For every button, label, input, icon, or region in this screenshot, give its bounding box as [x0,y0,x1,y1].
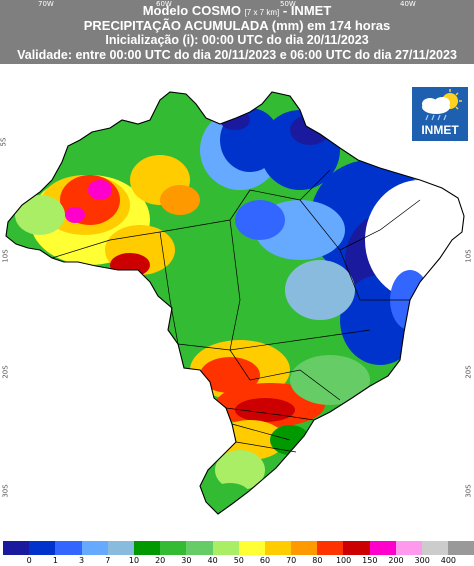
legend-swatch [133,541,161,555]
legend-swatch [343,541,370,555]
legend-tick-label: 80 [312,556,323,565]
legend-tick-label: 10 [128,556,140,565]
title-line-init: Inicialização (i): 00:00 UTC do dia 20/1… [105,33,369,47]
legend-swatch [81,541,108,555]
legend-tick-label: 40 [207,556,218,565]
title-line-model: Modelo COSMO [7 x 7 km] - INMET [0,3,474,18]
legend-tick-label: 20 [155,556,166,565]
map-header: Modelo COSMO [7 x 7 km] - INMET PRECIPIT… [0,0,474,64]
legend-tick-label: 50 [233,556,244,565]
legend-tick-label: 150 [362,556,378,565]
title-line-variable: PRECIPITAÇÃO ACUMULADA (mm) em 174 horas [83,18,391,33]
legend-tick-label: 7 [105,556,111,565]
color-legend: 0 1 3 7 10 20 30 40 50 60 70 80 100 150 200 300 400 [0,541,474,566]
legend-swatch [238,541,265,555]
precip-field [6,92,464,514]
legend-tick-label: 1 [52,556,58,565]
state-borders [51,169,421,453]
lat-label-left-10s: 10S [1,249,10,263]
legend-swatch [264,541,292,555]
legend-tick-label: 400 [440,556,457,565]
legend-swatch [29,541,56,555]
lon-label-70w: 70W [38,0,54,8]
model-name: Modelo COSMO [142,3,241,18]
lon-label-40w: 40W [400,0,416,8]
legend-swatch [3,541,30,555]
title-line-validity: Validade: entre 00:00 UTC do dia 20/11/2… [17,48,457,62]
legend-tick-label: 0 [26,556,32,565]
legend-tick-label: 300 [414,556,430,565]
logo-text: INMET [421,123,459,137]
legend-swatch [317,541,344,555]
legend-tick-label: 30 [181,556,192,565]
legend-swatch [291,541,318,555]
lat-label-right-30s: 30S [464,484,473,498]
legend-tick-label: 100 [335,556,352,565]
precipitation-map [5,91,465,515]
lat-label-left-20s: 20S [1,365,10,379]
legend-swatch [160,541,187,555]
lat-label-left-30s: 30S [1,484,10,498]
legend-swatch [395,541,422,555]
legend-tick-label: 3 [79,556,85,565]
lat-label-left-5s: 5S [0,137,8,147]
model-resolution: [7 x 7 km] [244,8,280,17]
legend-swatch [422,541,449,555]
legend-swatch [55,541,82,555]
legend-swatch [107,541,134,555]
legend-swatch [369,541,396,555]
legend-tick-label: 70 [286,556,297,565]
legend-swatch [186,541,213,555]
lat-label-right-20s: 20S [464,365,473,379]
lon-label-60w: 60W [156,0,172,8]
lon-label-50w: 50W [280,0,296,8]
sun-cloud-rain-icon [422,89,462,121]
legend-tick-label: 60 [259,556,271,565]
legend-tick-label: 200 [388,556,404,565]
lat-label-right-10s: 10S [464,249,473,263]
model-source: - INMET [282,3,332,18]
legend-swatches [3,541,474,555]
inmet-logo: INMET [411,86,469,142]
legend-swatch [448,541,474,555]
legend-swatch [212,541,239,555]
